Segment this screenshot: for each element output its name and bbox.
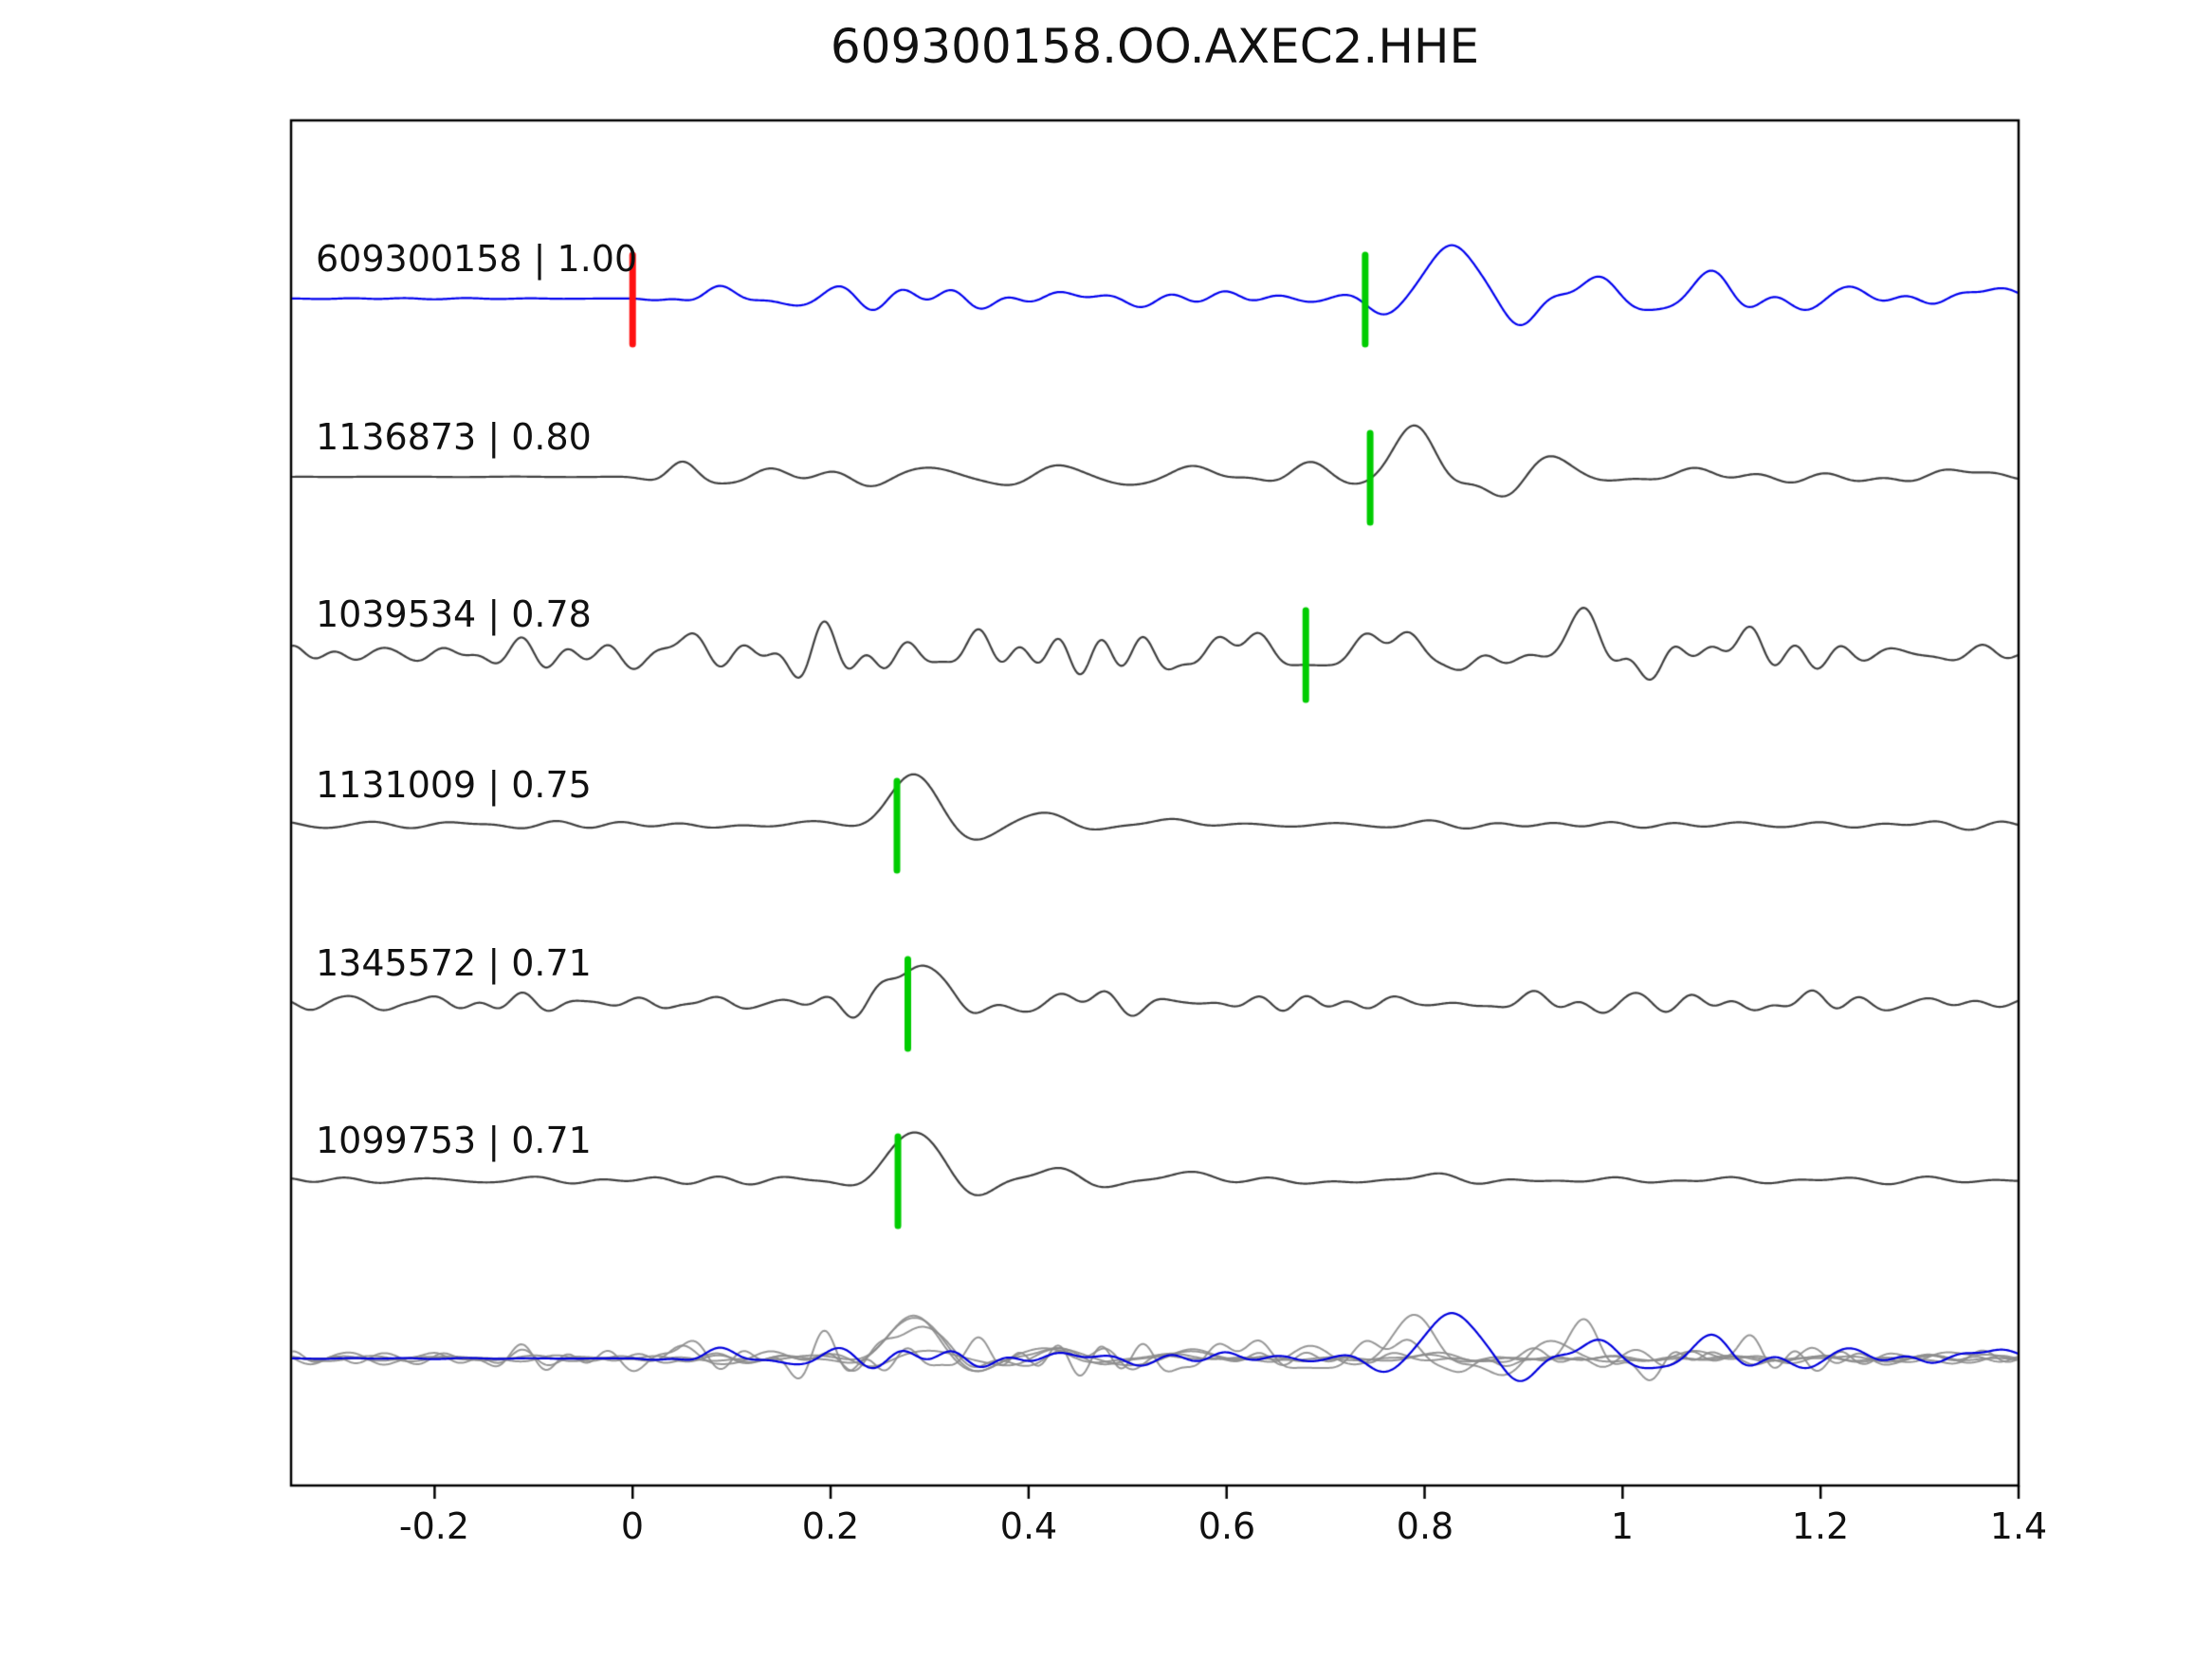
x-tick-label: 0.2	[801, 1505, 860, 1547]
x-tick-label: -0.2	[398, 1505, 470, 1547]
trace-label: 1136873 | 0.80	[316, 416, 592, 458]
trace-label: 1345572 | 0.71	[316, 942, 592, 984]
trace-label: 609300158 | 1.00	[316, 238, 638, 280]
x-tick-label: 0.8	[1396, 1505, 1454, 1547]
x-tick-label: 1	[1610, 1505, 1635, 1547]
plot-title: 609300158.OO.AXEC2.HHE	[830, 19, 1480, 74]
x-tick-label: 1.4	[1989, 1505, 2048, 1547]
trace-label: 1039534 | 0.78	[316, 593, 592, 635]
x-tick-label: 0.4	[999, 1505, 1058, 1547]
x-tick-label: 1.2	[1791, 1505, 1850, 1547]
x-tick-label: 0.6	[1197, 1505, 1256, 1547]
trace-label: 1099753 | 0.71	[316, 1120, 592, 1161]
x-tick-label: 0	[620, 1505, 645, 1547]
trace-label: 1131009 | 0.75	[316, 764, 592, 806]
